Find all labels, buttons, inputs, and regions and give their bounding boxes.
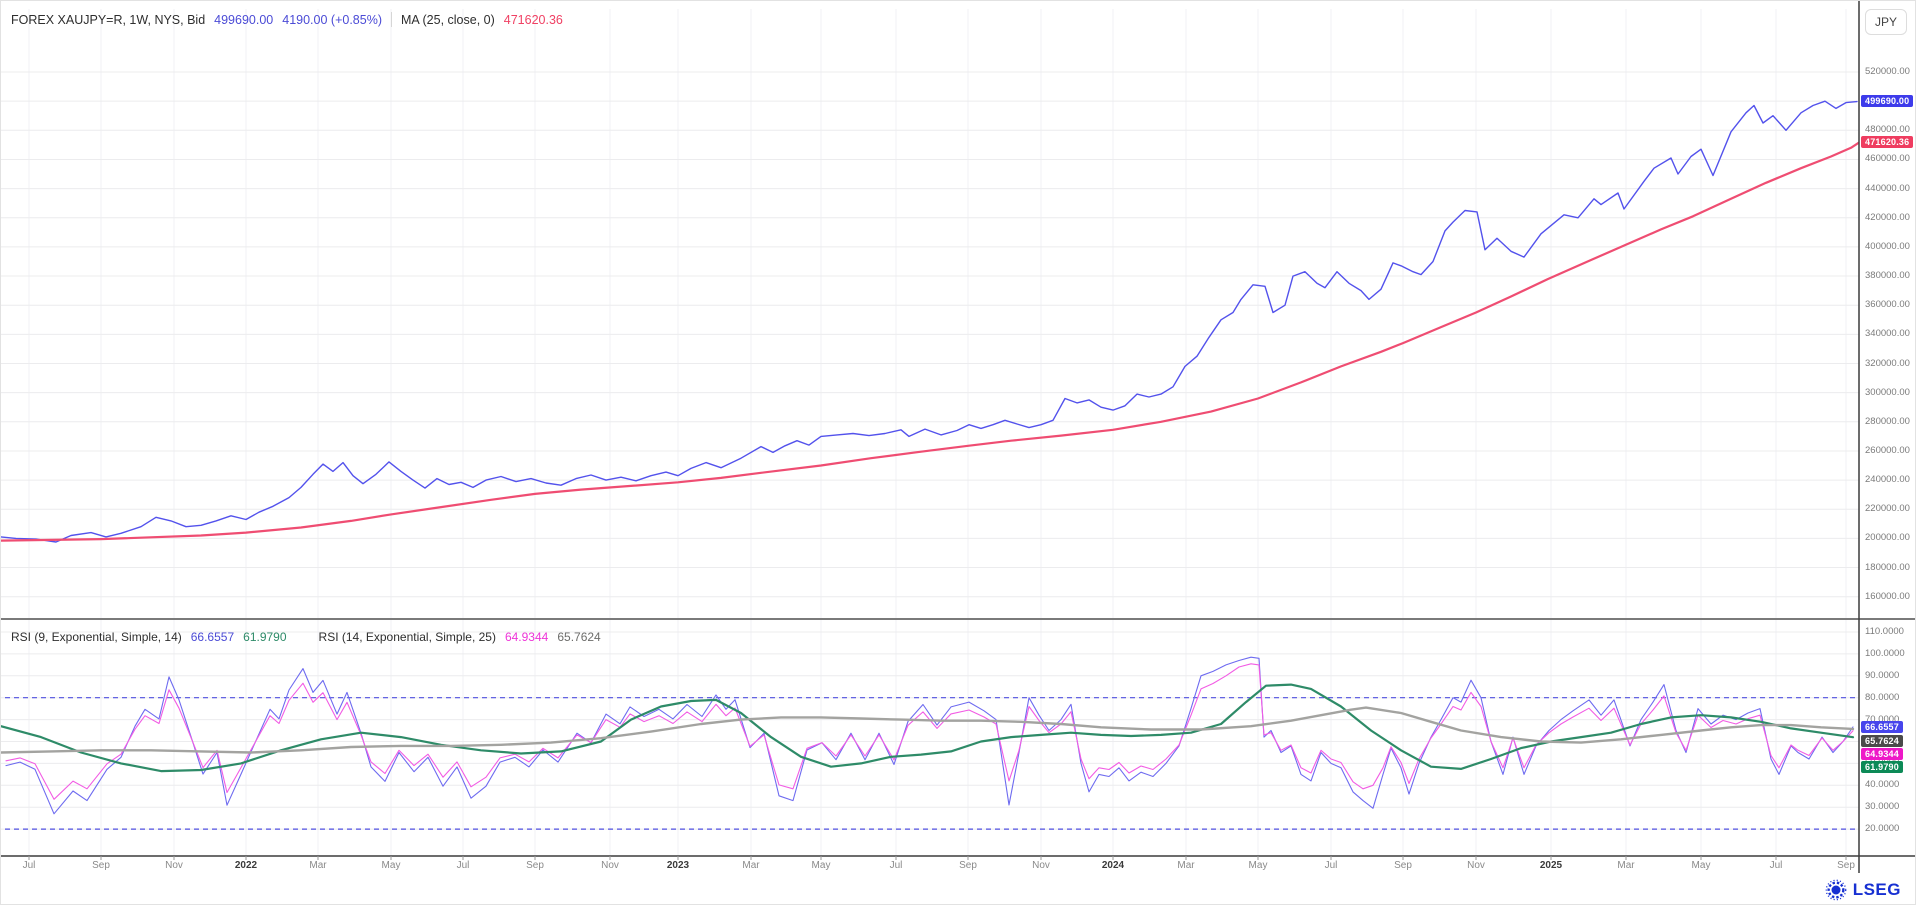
- price-axis-label: 160000.00: [1865, 590, 1910, 602]
- price-axis-label: 180000.00: [1865, 561, 1910, 573]
- ma-indicator-value: 471620.36: [503, 12, 563, 27]
- price-axis-label: 200000.00: [1865, 532, 1910, 544]
- time-axis-month-label: Mar: [1617, 860, 1635, 871]
- price-series-line: [1, 100, 1858, 543]
- rsi-price-badge: 65.7624: [1861, 735, 1903, 747]
- price-axis-label: 340000.00: [1865, 328, 1910, 340]
- price-axis-label: 280000.00: [1865, 415, 1910, 427]
- ma-indicator-label[interactable]: MA (25, close, 0): [400, 12, 495, 27]
- rsi-series-line: [1, 683, 1855, 773]
- rsi14-label[interactable]: RSI (14, Exponential, Simple, 25): [318, 630, 496, 644]
- time-axis-month-label: Nov: [601, 860, 619, 871]
- time-axis-year-label: 2022: [234, 860, 258, 871]
- price-price-badge: 471620.36: [1861, 135, 1914, 148]
- time-axis-month-label: Sep: [959, 860, 977, 871]
- time-axis-month-label: Jul: [1324, 860, 1338, 871]
- time-axis-year-label: 2025: [1539, 860, 1563, 871]
- rsi-price-badge: 66.6557: [1861, 721, 1903, 733]
- time-axis-month-label: Mar: [742, 860, 760, 871]
- rsi14-ma-value: 65.7624: [557, 630, 601, 644]
- price-axis-label: 380000.00: [1865, 270, 1910, 282]
- time-axis-month-label: Jul: [456, 860, 470, 871]
- rsi-axis-label: 40.0000: [1865, 779, 1900, 791]
- time-axis-month-label: Sep: [92, 860, 110, 871]
- rsi9-label[interactable]: RSI (9, Exponential, Simple, 14): [11, 630, 182, 644]
- time-axis-month-label: May: [811, 860, 831, 871]
- time-axis-month-label: Sep: [1394, 860, 1412, 871]
- time-axis-year-label: 2023: [666, 860, 690, 871]
- rsi-series-line: [5, 663, 1854, 800]
- price-axis-label: 220000.00: [1865, 503, 1910, 515]
- rsi-axis-label: 90.0000: [1865, 669, 1900, 681]
- time-axis-month-label: Nov: [165, 860, 183, 871]
- rsi-axis-label: 20.0000: [1865, 823, 1900, 835]
- rsi-pane-header: RSI (9, Exponential, Simple, 14) 66.6557…: [11, 630, 601, 644]
- rsi-price-badge: 61.9790: [1861, 761, 1903, 773]
- lseg-crest-icon: [1825, 879, 1847, 901]
- time-axis-month-label: Nov: [1032, 860, 1050, 871]
- time-axis-month-label: Jul: [889, 860, 903, 871]
- instrument-title: FOREX XAUJPY=R, 1W, NYS, Bid: [11, 12, 206, 27]
- price-pane-header: FOREX XAUJPY=R, 1W, NYS, Bid 499690.00 4…: [11, 12, 563, 27]
- rsi14-value: 64.9344: [504, 630, 549, 644]
- price-axis-label: 300000.00: [1865, 386, 1910, 398]
- time-axis-month-label: Sep: [1837, 860, 1855, 871]
- price-axis-label: 520000.00: [1865, 66, 1910, 77]
- time-axis-year-label: 2024: [1101, 860, 1125, 871]
- last-price-value: 499690.00: [214, 12, 274, 27]
- price-axis-label: 440000.00: [1865, 182, 1910, 194]
- rsi-axis-label: 110.0000: [1865, 626, 1904, 637]
- currency-axis-button[interactable]: JPY: [1865, 9, 1908, 35]
- rsi9-value: 66.6557: [190, 630, 235, 644]
- rsi-price-badge: 64.9344: [1861, 748, 1903, 760]
- rsi-axis-label: 30.0000: [1865, 801, 1900, 813]
- lseg-wordmark: LSEG: [1852, 880, 1901, 899]
- price-axis-label: 400000.00: [1865, 240, 1910, 252]
- rsi-axis-label: 70.0000: [1865, 713, 1900, 725]
- time-axis-month-label: Sep: [526, 860, 544, 871]
- price-axis-label: 480000.00: [1865, 124, 1910, 136]
- time-axis-month-label: Mar: [1177, 860, 1195, 871]
- price-axis-label: 240000.00: [1865, 474, 1910, 486]
- rsi-axis-label: 80.0000: [1865, 691, 1900, 703]
- price-axis-label: 420000.00: [1865, 211, 1910, 223]
- time-axis-month-label: May: [1691, 860, 1711, 871]
- price-axis-label: 320000.00: [1865, 357, 1910, 369]
- rsi-series-line: [1, 706, 1855, 754]
- time-axis-month-label: Nov: [1467, 860, 1485, 871]
- time-axis-month-label: Mar: [309, 860, 327, 871]
- lseg-logo: LSEG: [1825, 879, 1901, 901]
- price-axis-label: 360000.00: [1865, 299, 1910, 311]
- time-axis-month-label: Jul: [22, 860, 36, 871]
- time-axis-month-label: Jul: [1769, 860, 1783, 871]
- price-axis-label: 460000.00: [1865, 153, 1910, 165]
- rsi9-ma-value: 61.9790: [243, 630, 287, 644]
- header-divider: [390, 12, 392, 27]
- price-axis-label: 260000.00: [1865, 444, 1910, 456]
- rsi-series-line: [5, 656, 1854, 815]
- price-series-line: [1, 141, 1859, 542]
- time-axis-month-label: May: [1248, 860, 1268, 871]
- price-change-value: 4190.00 (+0.85%): [282, 12, 382, 27]
- time-axis-month-label: May: [381, 860, 401, 871]
- rsi-axis-label: 100.0000: [1865, 647, 1905, 659]
- price-price-badge: 499690.00: [1861, 94, 1914, 107]
